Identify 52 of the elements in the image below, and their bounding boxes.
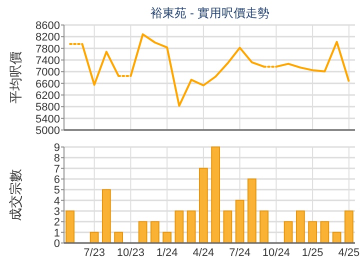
ytick: 3	[54, 206, 60, 218]
bar	[308, 221, 318, 244]
bar	[102, 189, 111, 244]
ytick: 8	[54, 152, 60, 165]
ytick: 0	[54, 238, 60, 250]
ytick: 7400	[36, 55, 60, 67]
title: 裕東苑 - 實用呎價走勢	[150, 6, 270, 20]
bar	[320, 221, 330, 244]
xtick: 1/24	[156, 247, 178, 259]
ytick: 5000	[36, 125, 60, 137]
ytick: 7000	[36, 66, 60, 79]
ytick: 1	[54, 227, 60, 240]
ytick: 9	[54, 142, 60, 154]
ytick: 8200	[36, 32, 60, 44]
xtick: 7/23	[84, 247, 106, 259]
bar	[138, 221, 148, 244]
bar	[235, 200, 244, 244]
ytick: 6600	[36, 78, 60, 90]
bar	[260, 210, 269, 244]
xtick: 4/25	[338, 247, 360, 259]
bar	[186, 210, 196, 244]
xtick: 1/25	[302, 247, 324, 259]
bar	[162, 232, 172, 244]
ytick: 6200	[36, 90, 60, 102]
ytick: 6	[54, 174, 60, 186]
ytick: 4	[54, 195, 60, 208]
bar	[198, 168, 208, 244]
bar	[90, 232, 99, 244]
ytick: 8600	[36, 20, 60, 32]
bar	[247, 178, 256, 244]
bar	[296, 210, 305, 244]
bar	[150, 221, 160, 244]
xtick: 10/23	[116, 247, 144, 259]
xtick: 10/24	[262, 247, 290, 259]
ylabel: 平均呎價	[8, 52, 23, 104]
ytick: 5800	[36, 102, 60, 114]
bar	[66, 210, 75, 244]
xtick: 7/24	[229, 247, 251, 259]
bar	[174, 210, 184, 244]
ytick: 5400	[36, 113, 60, 126]
bar	[284, 221, 293, 244]
ytick: 7800	[36, 43, 60, 56]
ytick: 7	[54, 163, 60, 176]
bar	[332, 232, 342, 244]
ytick: 5	[54, 184, 60, 197]
bar	[114, 232, 124, 244]
bar	[344, 210, 354, 244]
ylabel: 成交宗數	[8, 169, 23, 221]
xtick: 4/24	[192, 247, 214, 259]
ytick: 2	[54, 216, 60, 229]
bar	[223, 210, 232, 244]
bar	[211, 146, 220, 244]
